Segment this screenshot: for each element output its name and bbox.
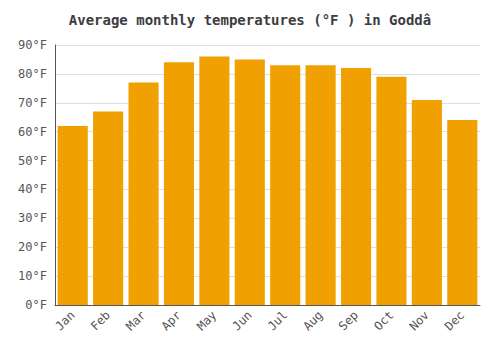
svg-text:Jun: Jun: [230, 308, 255, 333]
svg-text:Jan: Jan: [52, 308, 77, 333]
svg-text:20°F: 20°F: [18, 240, 47, 254]
svg-text:Dec: Dec: [442, 308, 467, 333]
svg-text:10°F: 10°F: [18, 269, 47, 283]
svg-text:60°F: 60°F: [18, 125, 47, 139]
svg-text:Sep: Sep: [336, 308, 361, 333]
svg-text:Feb: Feb: [88, 308, 113, 333]
svg-text:May: May: [194, 308, 219, 333]
svg-text:70°F: 70°F: [18, 96, 47, 110]
svg-text:Nov: Nov: [407, 308, 432, 333]
svg-text:40°F: 40°F: [18, 182, 47, 196]
svg-text:Oct: Oct: [371, 308, 396, 333]
svg-text:80°F: 80°F: [18, 67, 47, 81]
svg-text:Apr: Apr: [159, 308, 184, 333]
svg-text:50°F: 50°F: [18, 154, 47, 168]
svg-text:0°F: 0°F: [25, 298, 47, 312]
svg-text:Aug: Aug: [300, 308, 325, 333]
svg-text:Average monthly temperatures (: Average monthly temperatures (°F ) in Go…: [69, 12, 431, 28]
svg-text:Mar: Mar: [123, 308, 148, 333]
svg-text:Jul: Jul: [265, 308, 290, 333]
svg-text:30°F: 30°F: [18, 211, 47, 225]
svg-text:90°F: 90°F: [18, 38, 47, 52]
